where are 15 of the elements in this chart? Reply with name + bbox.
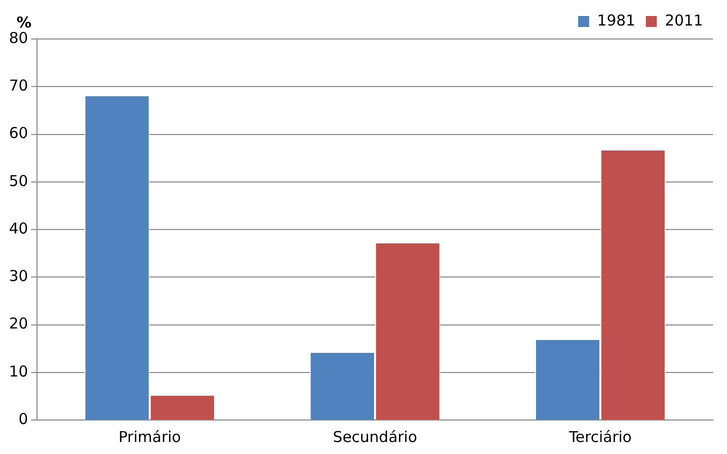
y-axis-title: %	[16, 13, 32, 32]
y-tick-label: 50	[8, 172, 28, 190]
legend-label: 1981	[597, 11, 636, 30]
y-tick-label: 30	[8, 267, 28, 286]
x-tick-label: Terciário	[568, 428, 632, 446]
x-tick-label: Secundário	[332, 428, 418, 446]
x-tick-label: Primário	[118, 428, 181, 446]
y-tick-label: 20	[8, 314, 28, 333]
y-tick-label: 60	[8, 124, 28, 142]
y-tick-label: 40	[8, 219, 28, 238]
y-tick-label: 10	[8, 362, 28, 380]
legend-label: 2011	[664, 11, 704, 30]
y-tick-label: 80	[8, 28, 28, 47]
y-tick-label: 70	[8, 76, 28, 95]
y-tick-label: 0	[18, 410, 28, 428]
